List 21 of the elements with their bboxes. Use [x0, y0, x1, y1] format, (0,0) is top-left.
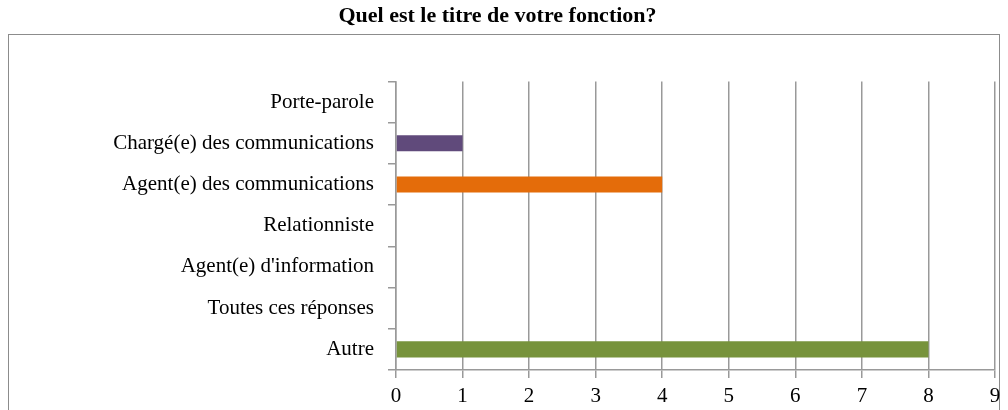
x-tick-label: 5: [723, 383, 735, 408]
bar: [396, 135, 463, 152]
bar: [396, 176, 663, 193]
y-tick-label: Porte-parole: [270, 88, 374, 113]
bar: [396, 341, 929, 358]
y-tick-label: Toutes ces réponses: [207, 294, 374, 319]
y-tick-label: Autre: [326, 335, 374, 360]
chart-title: Quel est le titre de votre fonction?: [338, 1, 657, 27]
y-tick-label: Agent(e) d'information: [180, 253, 375, 278]
y-tick-label: Relationniste: [263, 212, 374, 237]
x-tick-label: 3: [590, 383, 601, 408]
x-tick-label: 0: [390, 383, 402, 408]
x-tick-label: 1: [457, 383, 468, 408]
x-tick-label: 8: [923, 383, 934, 408]
x-tick-label: 9: [989, 383, 1001, 408]
x-tick-label: 4: [656, 383, 668, 408]
x-tick-label: 7: [856, 383, 868, 408]
y-tick-label: Agent(e) des communications: [122, 170, 374, 195]
x-tick-label: 2: [523, 383, 535, 408]
y-tick-label: Chargé(e) des communications: [113, 129, 374, 154]
x-tick-label: 6: [790, 383, 801, 408]
